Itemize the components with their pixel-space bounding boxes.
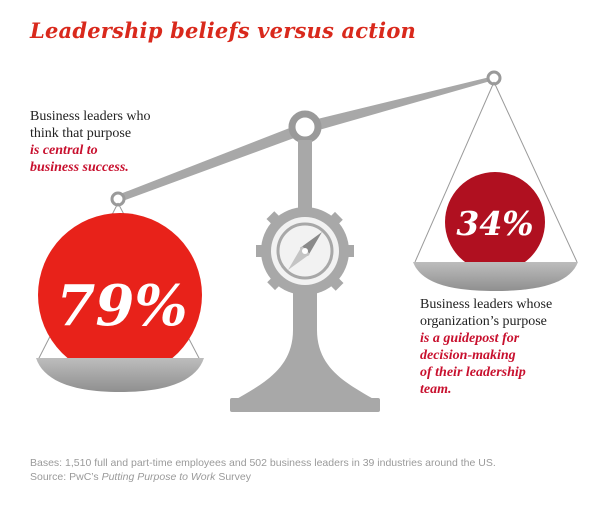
source-title: Putting Purpose to Work [101,471,216,483]
right-label-line-2: organization’s purpose [420,314,547,329]
scale-base [235,330,375,400]
left-value-label: 79% [56,273,187,339]
left-label-line-2: think that purpose [30,126,132,141]
right-string-left [414,81,495,263]
left-ring [110,191,126,207]
right-description: Business leaders whose organization’s pu… [420,296,595,398]
right-label-line-1: Business leaders whose [420,297,553,312]
right-label-emph-3: of their leadership [420,365,526,380]
pivot-ring [288,110,322,144]
compass-gear [256,202,354,300]
left-label-emph-1: is central to [30,143,98,158]
chart-title: Leadership beliefs versus action [30,18,417,43]
left-description: Business leaders who think that purpose … [30,108,205,176]
left-label-line-1: Business leaders who [30,109,151,124]
source-suffix: Survey [215,471,252,483]
right-label-emph-2: decision-making [420,348,516,363]
footnote: Bases: 1,510 full and part-time employee… [30,456,496,484]
left-label-emph-2: business success. [30,160,129,175]
footnote-bases: Bases: 1,510 full and part-time employee… [30,457,496,469]
scale-base-plate [230,398,380,412]
right-ring [486,70,502,86]
scale-beam [115,76,494,203]
source-prefix: Source: PwC’s [30,471,102,483]
right-label-emph-1: is a guidepost for [420,331,520,346]
right-string-right [493,81,578,263]
left-value-circle [38,213,202,377]
right-pan [413,262,578,291]
right-value-circle [445,172,545,272]
scale-post [298,140,312,220]
right-label-emph-4: team. [420,382,452,397]
footnote-source: Source: PwC’s Putting Purpose to Work Su… [30,470,496,484]
left-pan [36,358,204,392]
right-value-label: 34% [456,204,533,243]
